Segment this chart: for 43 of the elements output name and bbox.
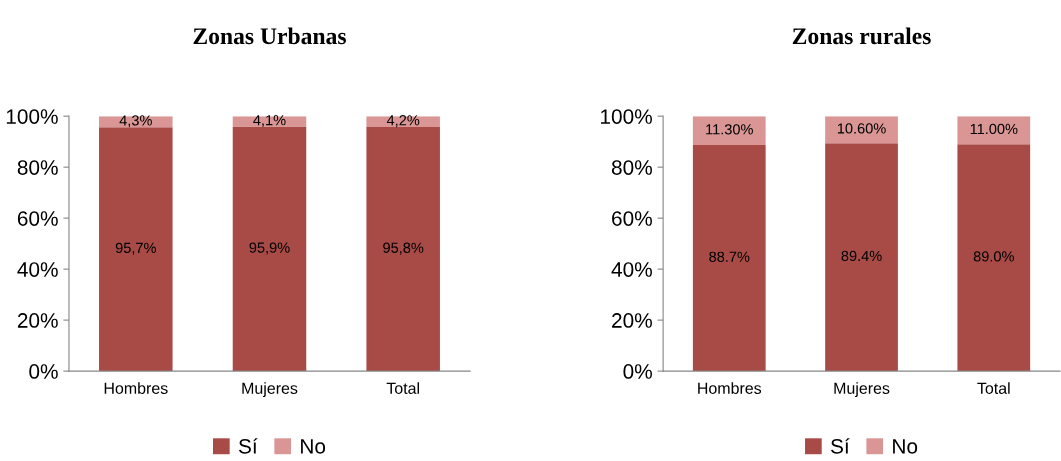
data-label: 10.60% bbox=[837, 123, 886, 134]
data-label: 11.30% bbox=[706, 124, 753, 135]
x-tick-label: Mujeres bbox=[834, 382, 890, 398]
legend-label: Sí bbox=[830, 438, 850, 454]
bar bbox=[957, 144, 1031, 372]
data-label: 88.7% bbox=[709, 251, 750, 262]
data-label: 95,8% bbox=[383, 242, 424, 255]
x-tick-label: Total bbox=[386, 382, 419, 394]
x-tick-label: Mujeres bbox=[242, 382, 298, 398]
data-label: 4,3% bbox=[119, 115, 152, 128]
bar bbox=[232, 126, 307, 372]
y-tick-label: 100% bbox=[601, 109, 652, 124]
y-tick-label: 20% bbox=[612, 313, 652, 328]
data-label: 89.4% bbox=[841, 250, 882, 262]
y-tick-label: 60% bbox=[612, 211, 652, 226]
y-tick-label: 60% bbox=[17, 211, 58, 226]
data-label: 89.0% bbox=[973, 251, 1014, 262]
bar bbox=[99, 127, 173, 372]
y-tick-label: 0% bbox=[623, 364, 652, 379]
bar bbox=[692, 144, 766, 372]
data-label: 4,2% bbox=[386, 115, 420, 128]
legend-label: Sí bbox=[238, 438, 258, 454]
data-label: 11.00% bbox=[970, 123, 1018, 135]
data-label: 95,9% bbox=[249, 242, 290, 255]
y-tick-label: 80% bbox=[17, 160, 58, 175]
legend-label: No bbox=[301, 439, 326, 454]
y-tick-label: 40% bbox=[17, 262, 58, 277]
bar bbox=[366, 126, 440, 372]
bar bbox=[692, 116, 766, 145]
y-tick-label: 20% bbox=[17, 313, 58, 328]
chart-title: Zonas Urbanas bbox=[193, 27, 346, 45]
y-tick-label: 40% bbox=[611, 262, 652, 277]
chart-title: Zonas rurales bbox=[792, 27, 931, 45]
y-tick-label: 80% bbox=[611, 160, 652, 175]
bar bbox=[825, 143, 898, 372]
data-label: 4,1% bbox=[253, 115, 286, 128]
x-tick-label: Hombres bbox=[698, 382, 762, 394]
y-tick-label: 0% bbox=[29, 364, 58, 379]
x-tick-label: Total bbox=[977, 382, 1010, 394]
legend-label: No bbox=[893, 439, 918, 454]
x-tick-label: Hombres bbox=[104, 382, 168, 394]
y-tick-label: 100% bbox=[6, 109, 58, 124]
data-label: 95,7% bbox=[115, 242, 156, 255]
